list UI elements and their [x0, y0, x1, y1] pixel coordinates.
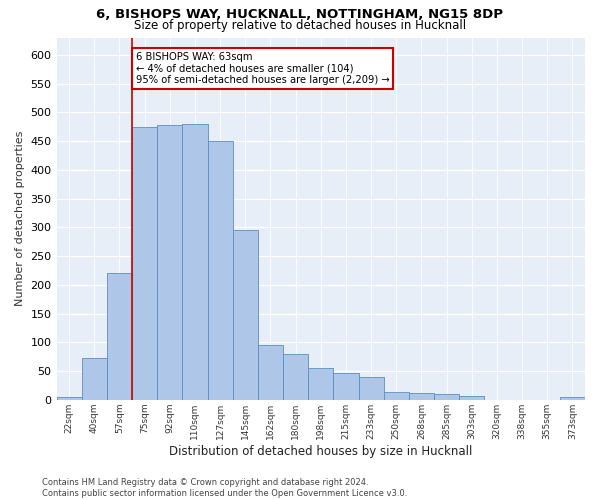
Bar [560, 397, 585, 400]
Y-axis label: Number of detached properties: Number of detached properties [15, 131, 25, 306]
X-axis label: Distribution of detached houses by size in Hucknall: Distribution of detached houses by size … [169, 444, 472, 458]
Text: Contains HM Land Registry data © Crown copyright and database right 2024.
Contai: Contains HM Land Registry data © Crown c… [42, 478, 407, 498]
Bar [157, 126, 182, 400]
Bar [182, 124, 208, 400]
Bar [359, 377, 383, 400]
Bar [258, 345, 283, 400]
Bar [132, 126, 157, 400]
Text: Size of property relative to detached houses in Hucknall: Size of property relative to detached ho… [134, 18, 466, 32]
Bar [409, 393, 434, 400]
Bar [233, 230, 258, 400]
Bar [283, 354, 308, 400]
Bar [208, 141, 233, 400]
Text: 6, BISHOPS WAY, HUCKNALL, NOTTINGHAM, NG15 8DP: 6, BISHOPS WAY, HUCKNALL, NOTTINGHAM, NG… [97, 8, 503, 20]
Bar [383, 392, 409, 400]
Bar [56, 397, 82, 400]
Bar [459, 396, 484, 400]
Bar [82, 358, 107, 400]
Bar [107, 274, 132, 400]
Bar [434, 394, 459, 400]
Bar [308, 368, 334, 400]
Bar [334, 373, 359, 400]
Text: 6 BISHOPS WAY: 63sqm
← 4% of detached houses are smaller (104)
95% of semi-detac: 6 BISHOPS WAY: 63sqm ← 4% of detached ho… [136, 52, 389, 85]
